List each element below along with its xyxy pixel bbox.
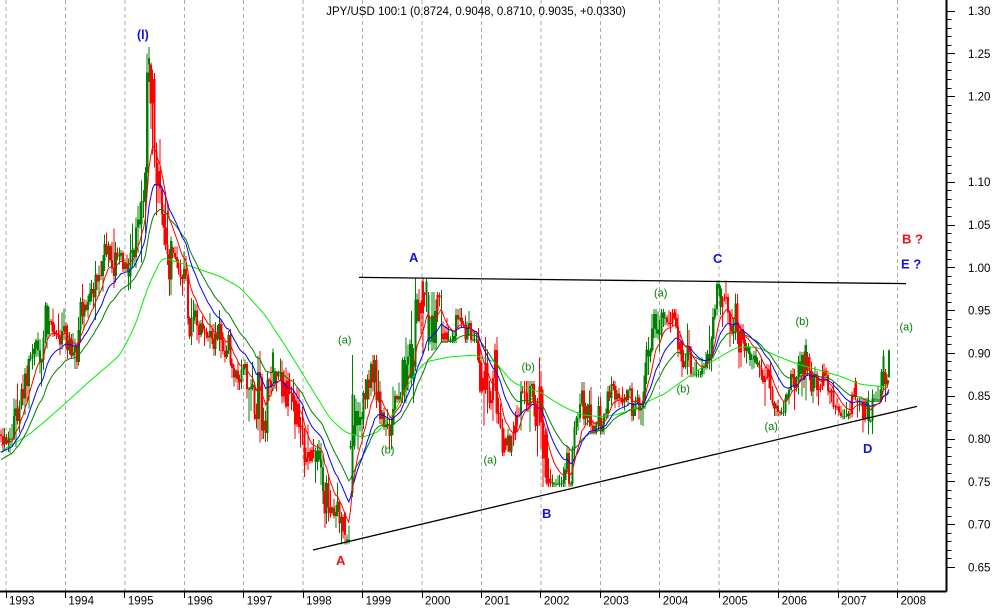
svg-text:2005: 2005 [722,596,748,608]
svg-text:D: D [863,441,872,456]
svg-text:0.70: 0.70 [968,520,990,532]
svg-text:2001: 2001 [484,596,510,608]
svg-text:1995: 1995 [128,596,154,608]
svg-text:2004: 2004 [663,596,689,608]
svg-text:B: B [542,506,551,521]
svg-text:1996: 1996 [187,596,213,608]
svg-text:1.05: 1.05 [968,220,990,232]
svg-text:0.90: 0.90 [968,348,990,360]
svg-text:1997: 1997 [247,596,273,608]
svg-text:1994: 1994 [68,596,94,608]
svg-text:(b): (b) [522,362,535,374]
svg-text:1.30: 1.30 [968,6,990,18]
svg-text:(a): (a) [765,421,778,433]
svg-text:B ?: B ? [902,232,923,247]
svg-text:(a): (a) [654,288,667,300]
svg-text:1.20: 1.20 [968,92,990,104]
svg-text:1.00: 1.00 [968,263,990,275]
svg-text:0.65: 0.65 [968,562,990,574]
svg-text:(a): (a) [338,335,351,347]
svg-text:(b): (b) [381,445,394,457]
svg-text:0.80: 0.80 [968,434,990,446]
svg-text:1.10: 1.10 [968,177,990,189]
svg-text:1993: 1993 [9,596,35,608]
svg-text:2006: 2006 [782,596,808,608]
svg-text:0.95: 0.95 [968,306,990,318]
svg-text:1998: 1998 [306,596,332,608]
svg-text:0.85: 0.85 [968,391,990,403]
svg-text:0.75: 0.75 [968,477,990,489]
svg-text:(a): (a) [900,322,913,334]
svg-text:C: C [713,251,723,266]
svg-text:A: A [409,250,419,265]
svg-text:(b): (b) [677,384,690,396]
svg-text:1999: 1999 [366,596,392,608]
svg-text:2000: 2000 [425,596,451,608]
svg-text:(l): (l) [137,28,149,42]
svg-text:(b): (b) [796,316,809,328]
svg-text:2008: 2008 [901,596,927,608]
svg-text:(a): (a) [484,455,497,467]
svg-text:A: A [336,553,346,568]
svg-text:JPY/USD 100:1 (0.8724, 0.9048,: JPY/USD 100:1 (0.8724, 0.9048, 0.8710, 0… [326,6,626,18]
svg-text:1.25: 1.25 [968,49,990,61]
svg-text:2007: 2007 [841,596,867,608]
svg-text:E ?: E ? [901,257,921,272]
svg-text:2003: 2003 [603,596,629,608]
svg-text:2002: 2002 [544,596,570,608]
